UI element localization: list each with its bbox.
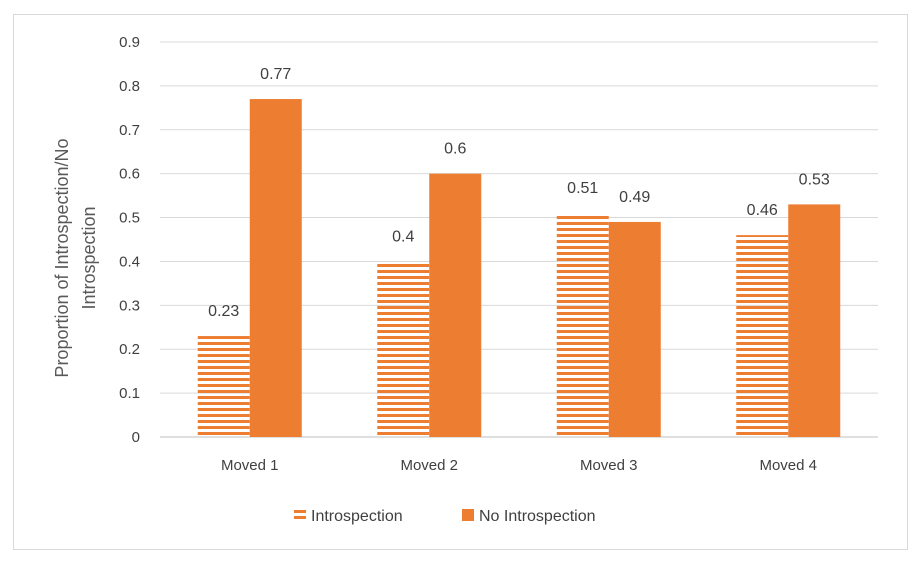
legend-item-introspection: Introspection — [294, 508, 403, 525]
y-tick-label: 0.9 — [119, 34, 140, 51]
bar-no-introspection — [608, 221, 661, 437]
data-label: 0.53 — [799, 171, 830, 188]
x-tick-label: Moved 2 — [400, 457, 458, 474]
data-label: 0.23 — [208, 303, 239, 320]
y-tick-label: 0.6 — [119, 166, 140, 183]
data-label: 0.49 — [619, 189, 650, 206]
y-tick-label: 0.7 — [119, 122, 140, 139]
bar-no-introspection — [788, 204, 841, 437]
y-tick-label: 0.1 — [119, 385, 140, 402]
y-axis-label-line-1: Proportion of Introspection/No — [52, 138, 72, 377]
data-label: 0.46 — [747, 202, 778, 219]
legend-swatch — [462, 509, 474, 521]
x-tick-labels: Moved 1 Moved 2 Moved 3 Moved 4 — [221, 457, 817, 474]
data-label: 0.77 — [260, 66, 291, 83]
y-tick-label: 0 — [132, 429, 140, 446]
data-labels: 0.23 0.77 0.4 0.6 0.51 0.49 0.46 0.53 — [208, 66, 830, 320]
data-label: 0.51 — [567, 180, 598, 197]
bar-no-introspection — [249, 99, 302, 438]
bar-introspection — [556, 213, 609, 437]
y-tick-label: 0.5 — [119, 210, 140, 227]
x-tick-label: Moved 1 — [221, 457, 279, 474]
y-axis-label: Proportion of Introspection/No Introspec… — [52, 138, 99, 377]
data-label: 0.4 — [392, 228, 414, 245]
bar-introspection — [736, 235, 789, 437]
bar-introspection — [197, 336, 250, 437]
bars — [197, 99, 841, 438]
legend-label: Introspection — [311, 508, 403, 525]
y-axis-label-line-2: Introspection — [79, 206, 99, 309]
y-tick-labels: 0 0.1 0.2 0.3 0.4 0.5 0.6 0.7 0.8 0.9 — [119, 34, 140, 446]
legend-label: No Introspection — [479, 508, 596, 525]
bar-introspection — [377, 261, 430, 437]
y-tick-label: 0.3 — [119, 297, 140, 314]
y-tick-label: 0.4 — [119, 253, 140, 270]
x-tick-label: Moved 3 — [580, 457, 638, 474]
y-tick-label: 0.2 — [119, 341, 140, 358]
legend: Introspection No Introspection — [294, 508, 596, 525]
x-tick-label: Moved 4 — [759, 457, 817, 474]
legend-swatch — [294, 509, 306, 521]
bar-no-introspection — [429, 173, 482, 437]
y-tick-label: 0.8 — [119, 78, 140, 95]
legend-item-no-introspection: No Introspection — [462, 508, 596, 525]
data-label: 0.6 — [444, 141, 466, 158]
